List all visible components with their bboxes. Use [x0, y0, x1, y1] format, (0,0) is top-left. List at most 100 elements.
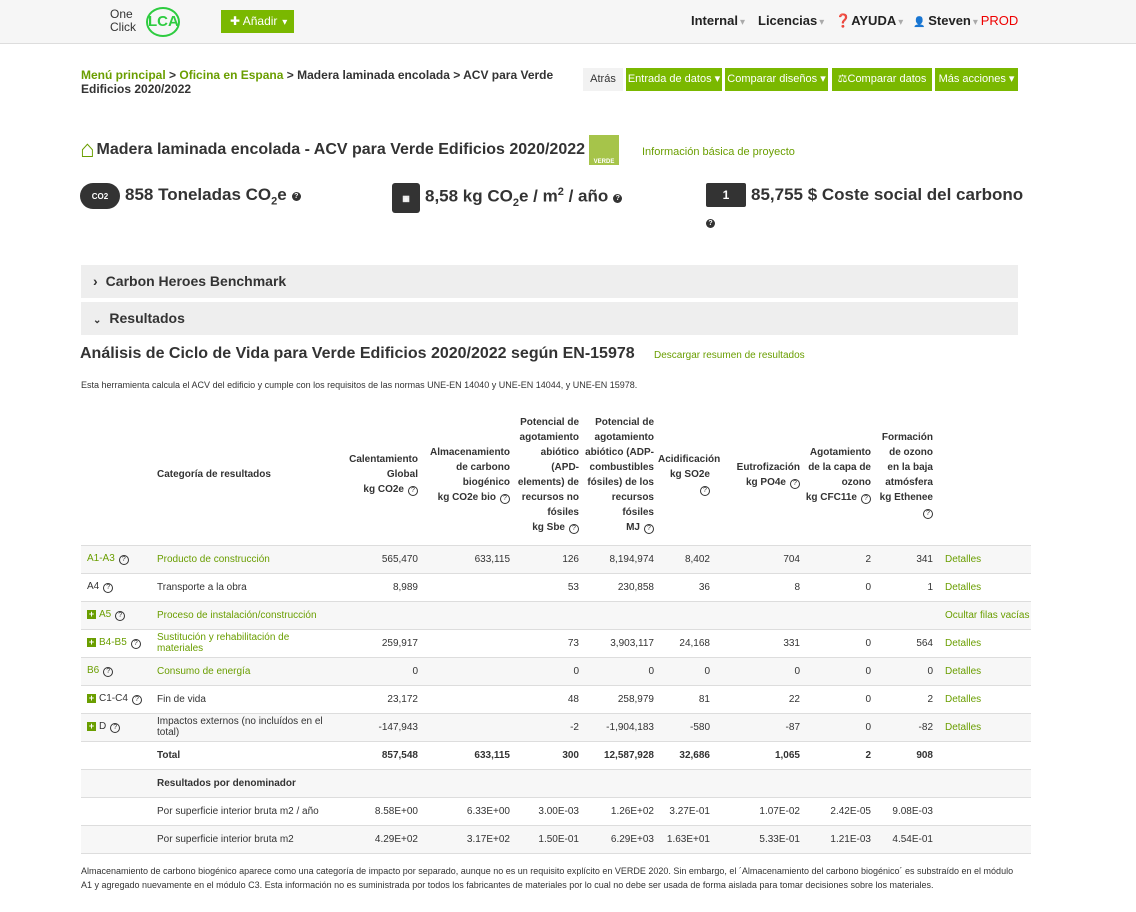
results-panel-toggle[interactable]: ⌄ Resultados	[81, 302, 1018, 335]
compare-data-button[interactable]: ⚖Comparar datos	[832, 68, 932, 91]
expand-plus-icon[interactable]: +	[87, 693, 96, 703]
button-label: Comparar diseños	[727, 73, 818, 85]
category-cell[interactable]: Proceso de instalación/construcción	[153, 600, 338, 629]
header-category: Categoría de resultados	[157, 469, 271, 481]
page-title: ⌂ Madera laminada encolada - ACV para Ve…	[80, 135, 620, 165]
download-summary-link[interactable]: Descargar resumen de resultados	[654, 350, 805, 361]
benchmark-panel-toggle[interactable]: › Carbon Heroes Benchmark	[81, 265, 1018, 298]
value-cell: 3,903,117	[579, 628, 654, 657]
details-link[interactable]: Ocultar filas vacías	[933, 600, 1031, 629]
help-icon[interactable]: ?	[500, 493, 510, 504]
help-icon[interactable]: ?	[130, 639, 141, 649]
expand-plus-icon[interactable]: +	[87, 637, 96, 647]
denominator-label: Resultados por denominador	[153, 768, 1031, 797]
module-cell[interactable]: + B4-B5?	[81, 628, 153, 657]
denominator-header-row: Resultados por denominador	[81, 768, 1031, 797]
value-cell: 0	[800, 684, 871, 713]
help-icon[interactable]: ?	[103, 583, 114, 593]
help-icon[interactable]: ?	[291, 191, 301, 201]
results-table: Categoría de resultados Calentamiento Glo…	[81, 405, 1031, 854]
value-cell: -87	[710, 712, 800, 741]
details-link[interactable]: Detalles	[933, 544, 1031, 573]
denominator-value: 6.29E+03	[579, 824, 654, 854]
module-cell[interactable]: + A5?	[81, 600, 153, 629]
kpi-value: 8,58 kg CO2e / m2 / año	[425, 186, 608, 209]
breadcrumb-sep: >	[453, 68, 461, 82]
module-cell[interactable]: + D?	[81, 712, 153, 741]
details-link[interactable]: Detalles	[933, 628, 1031, 657]
module-cell[interactable]: B6?	[81, 656, 153, 685]
details-link[interactable]: Detalles	[933, 656, 1031, 685]
value-cell: 48	[510, 684, 579, 713]
kpi-sup: 2	[557, 186, 564, 199]
value-cell: 53	[510, 572, 579, 601]
category-cell[interactable]: Consumo de energía	[153, 656, 338, 685]
table-row: B6? Consumo de energía 0 0 0 0 0 0 0 Detalles	[81, 656, 1031, 685]
help-icon[interactable]: ?	[408, 486, 418, 497]
help-icon[interactable]: ?	[613, 193, 623, 203]
help-icon[interactable]: ?	[700, 486, 710, 497]
total-value: 908	[871, 740, 933, 769]
help-icon[interactable]: ?	[861, 493, 871, 504]
expand-plus-icon[interactable]: +	[87, 721, 96, 731]
category-cell[interactable]: Sustitución y rehabilitación de material…	[153, 628, 338, 657]
category-cell[interactable]: Producto de construcción	[153, 544, 338, 573]
data-entry-button[interactable]: Entrada de datos ▾	[626, 68, 722, 91]
nav-ayuda[interactable]: ❓AYUDA ▾	[835, 13, 903, 29]
back-button[interactable]: Atrás	[583, 68, 623, 91]
module-cell[interactable]: + C1-C4?	[81, 684, 153, 713]
details-link[interactable]: Detalles	[933, 684, 1031, 713]
module-cell[interactable]: A4?	[81, 572, 153, 601]
empty-cell	[81, 768, 153, 797]
one-click-lca-logo[interactable]: One Click LCA	[110, 5, 180, 39]
help-icon[interactable]: ?	[110, 723, 121, 733]
table-row: A4? Transporte a la obra 8,989 53 230,858 36 8…	[81, 572, 1031, 601]
column-name: Formación de ozono en la baja atmósfera	[881, 431, 933, 488]
header-actions	[933, 405, 1031, 545]
details-link[interactable]: Detalles	[933, 712, 1031, 741]
help-icon[interactable]: ?	[790, 478, 800, 489]
help-icon[interactable]: ?	[118, 555, 129, 565]
nav-internal[interactable]: Internal ▾	[691, 13, 745, 28]
value-cell: 2	[871, 684, 933, 713]
empty-cell	[81, 796, 153, 825]
add-button[interactable]: ✚ Añadir ▾	[221, 10, 294, 33]
breadcrumb-current: ACV para Verde Edificios 2020/2022	[81, 68, 554, 96]
help-icon[interactable]: ?	[569, 523, 579, 534]
header-module	[81, 405, 153, 545]
details-link[interactable]: Detalles	[933, 572, 1031, 601]
help-icon[interactable]: ?	[706, 219, 715, 228]
kpi-text: e	[277, 184, 287, 204]
value-cell: 564	[871, 628, 933, 657]
module-cell[interactable]: A1-A3?	[81, 544, 153, 573]
expand-plus-icon[interactable]: +	[87, 609, 96, 619]
value-cell	[418, 712, 510, 741]
breadcrumb-home[interactable]: Menú principal	[81, 68, 166, 82]
denominator-value: 3.17E+02	[418, 824, 510, 854]
breadcrumb: Menú principal > Oficina en Espana > Mad…	[81, 68, 576, 96]
nav-licencias[interactable]: Licencias ▾	[758, 13, 824, 28]
more-actions-button[interactable]: Más acciones ▾	[935, 68, 1018, 91]
breadcrumb-project[interactable]: Oficina en Espana	[179, 68, 284, 82]
nav-user[interactable]: 👤 Steven ▾ PROD	[913, 13, 1018, 28]
table-row: + C1-C4? Fin de vida 23,172 48 258,979 81 22 0 2 D…	[81, 684, 1031, 713]
denominator-value: 1.63E+01	[654, 824, 710, 854]
compare-designs-button[interactable]: Comparar diseños ▾	[725, 68, 828, 91]
help-icon[interactable]: ?	[103, 667, 114, 677]
value-cell	[418, 628, 510, 657]
value-cell	[800, 600, 871, 629]
denominator-value: 1.26E+02	[579, 796, 654, 825]
help-icon[interactable]: ?	[923, 508, 933, 519]
column-header: Formación de ozono en la baja atmósfera k…	[871, 405, 933, 545]
calendar-icon: ▦	[392, 183, 420, 213]
help-icon[interactable]: ?	[115, 611, 126, 621]
balance-scale-icon: ⚖	[837, 73, 848, 85]
denominator-value: 9.08E-03	[871, 796, 933, 825]
help-icon[interactable]: ?	[644, 523, 654, 534]
empty-cell	[81, 824, 153, 854]
help-icon[interactable]: ?	[131, 695, 142, 705]
value-cell	[418, 572, 510, 601]
column-name: Almacenamiento de carbono biogénico	[429, 446, 510, 488]
value-cell	[338, 600, 418, 629]
project-info-link[interactable]: Información básica de proyecto	[642, 146, 795, 158]
